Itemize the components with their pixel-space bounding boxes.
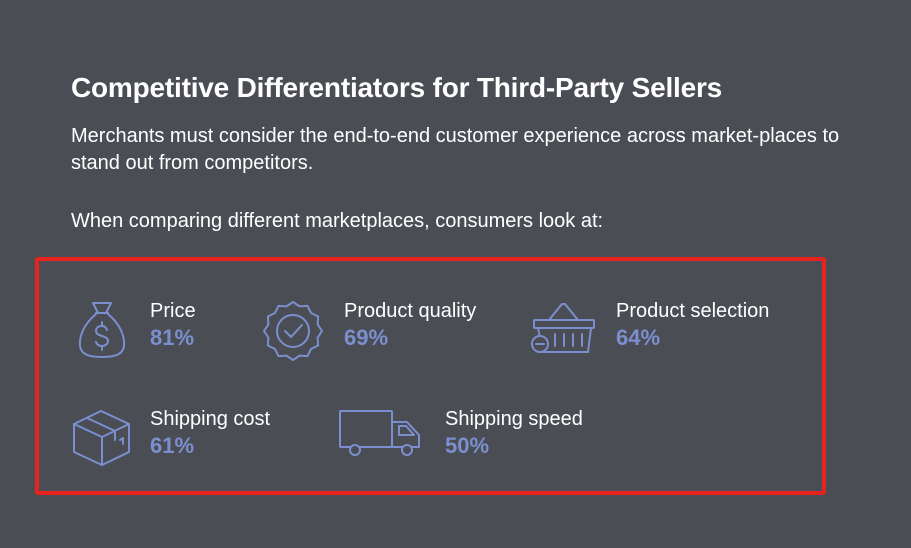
stat-value: 64% — [616, 325, 661, 350]
stat-label: Price — [150, 300, 196, 322]
stat-label: Shipping cost — [150, 408, 271, 430]
lead-text: When comparing different marketplaces, c… — [71, 210, 604, 232]
page-title: Competitive Differentiators for Third-Pa… — [71, 72, 723, 103]
stat-value: 69% — [344, 325, 389, 350]
stat-label: Product selection — [616, 300, 770, 322]
shopping-basket-icon — [529, 300, 599, 358]
verified-badge-icon — [262, 300, 324, 362]
stat-value: 61% — [150, 433, 195, 458]
stat-value: 81% — [150, 325, 195, 350]
highlight-box — [35, 257, 826, 495]
delivery-truck-icon — [337, 408, 423, 460]
stat-label: Product quality — [344, 300, 477, 322]
package-box-icon — [71, 408, 133, 468]
stat-label: Shipping speed — [445, 408, 583, 430]
page-subtitle: Merchants must consider the end-to-end c… — [71, 125, 840, 174]
money-bag-icon — [76, 300, 128, 360]
stat-value: 50% — [445, 433, 490, 458]
